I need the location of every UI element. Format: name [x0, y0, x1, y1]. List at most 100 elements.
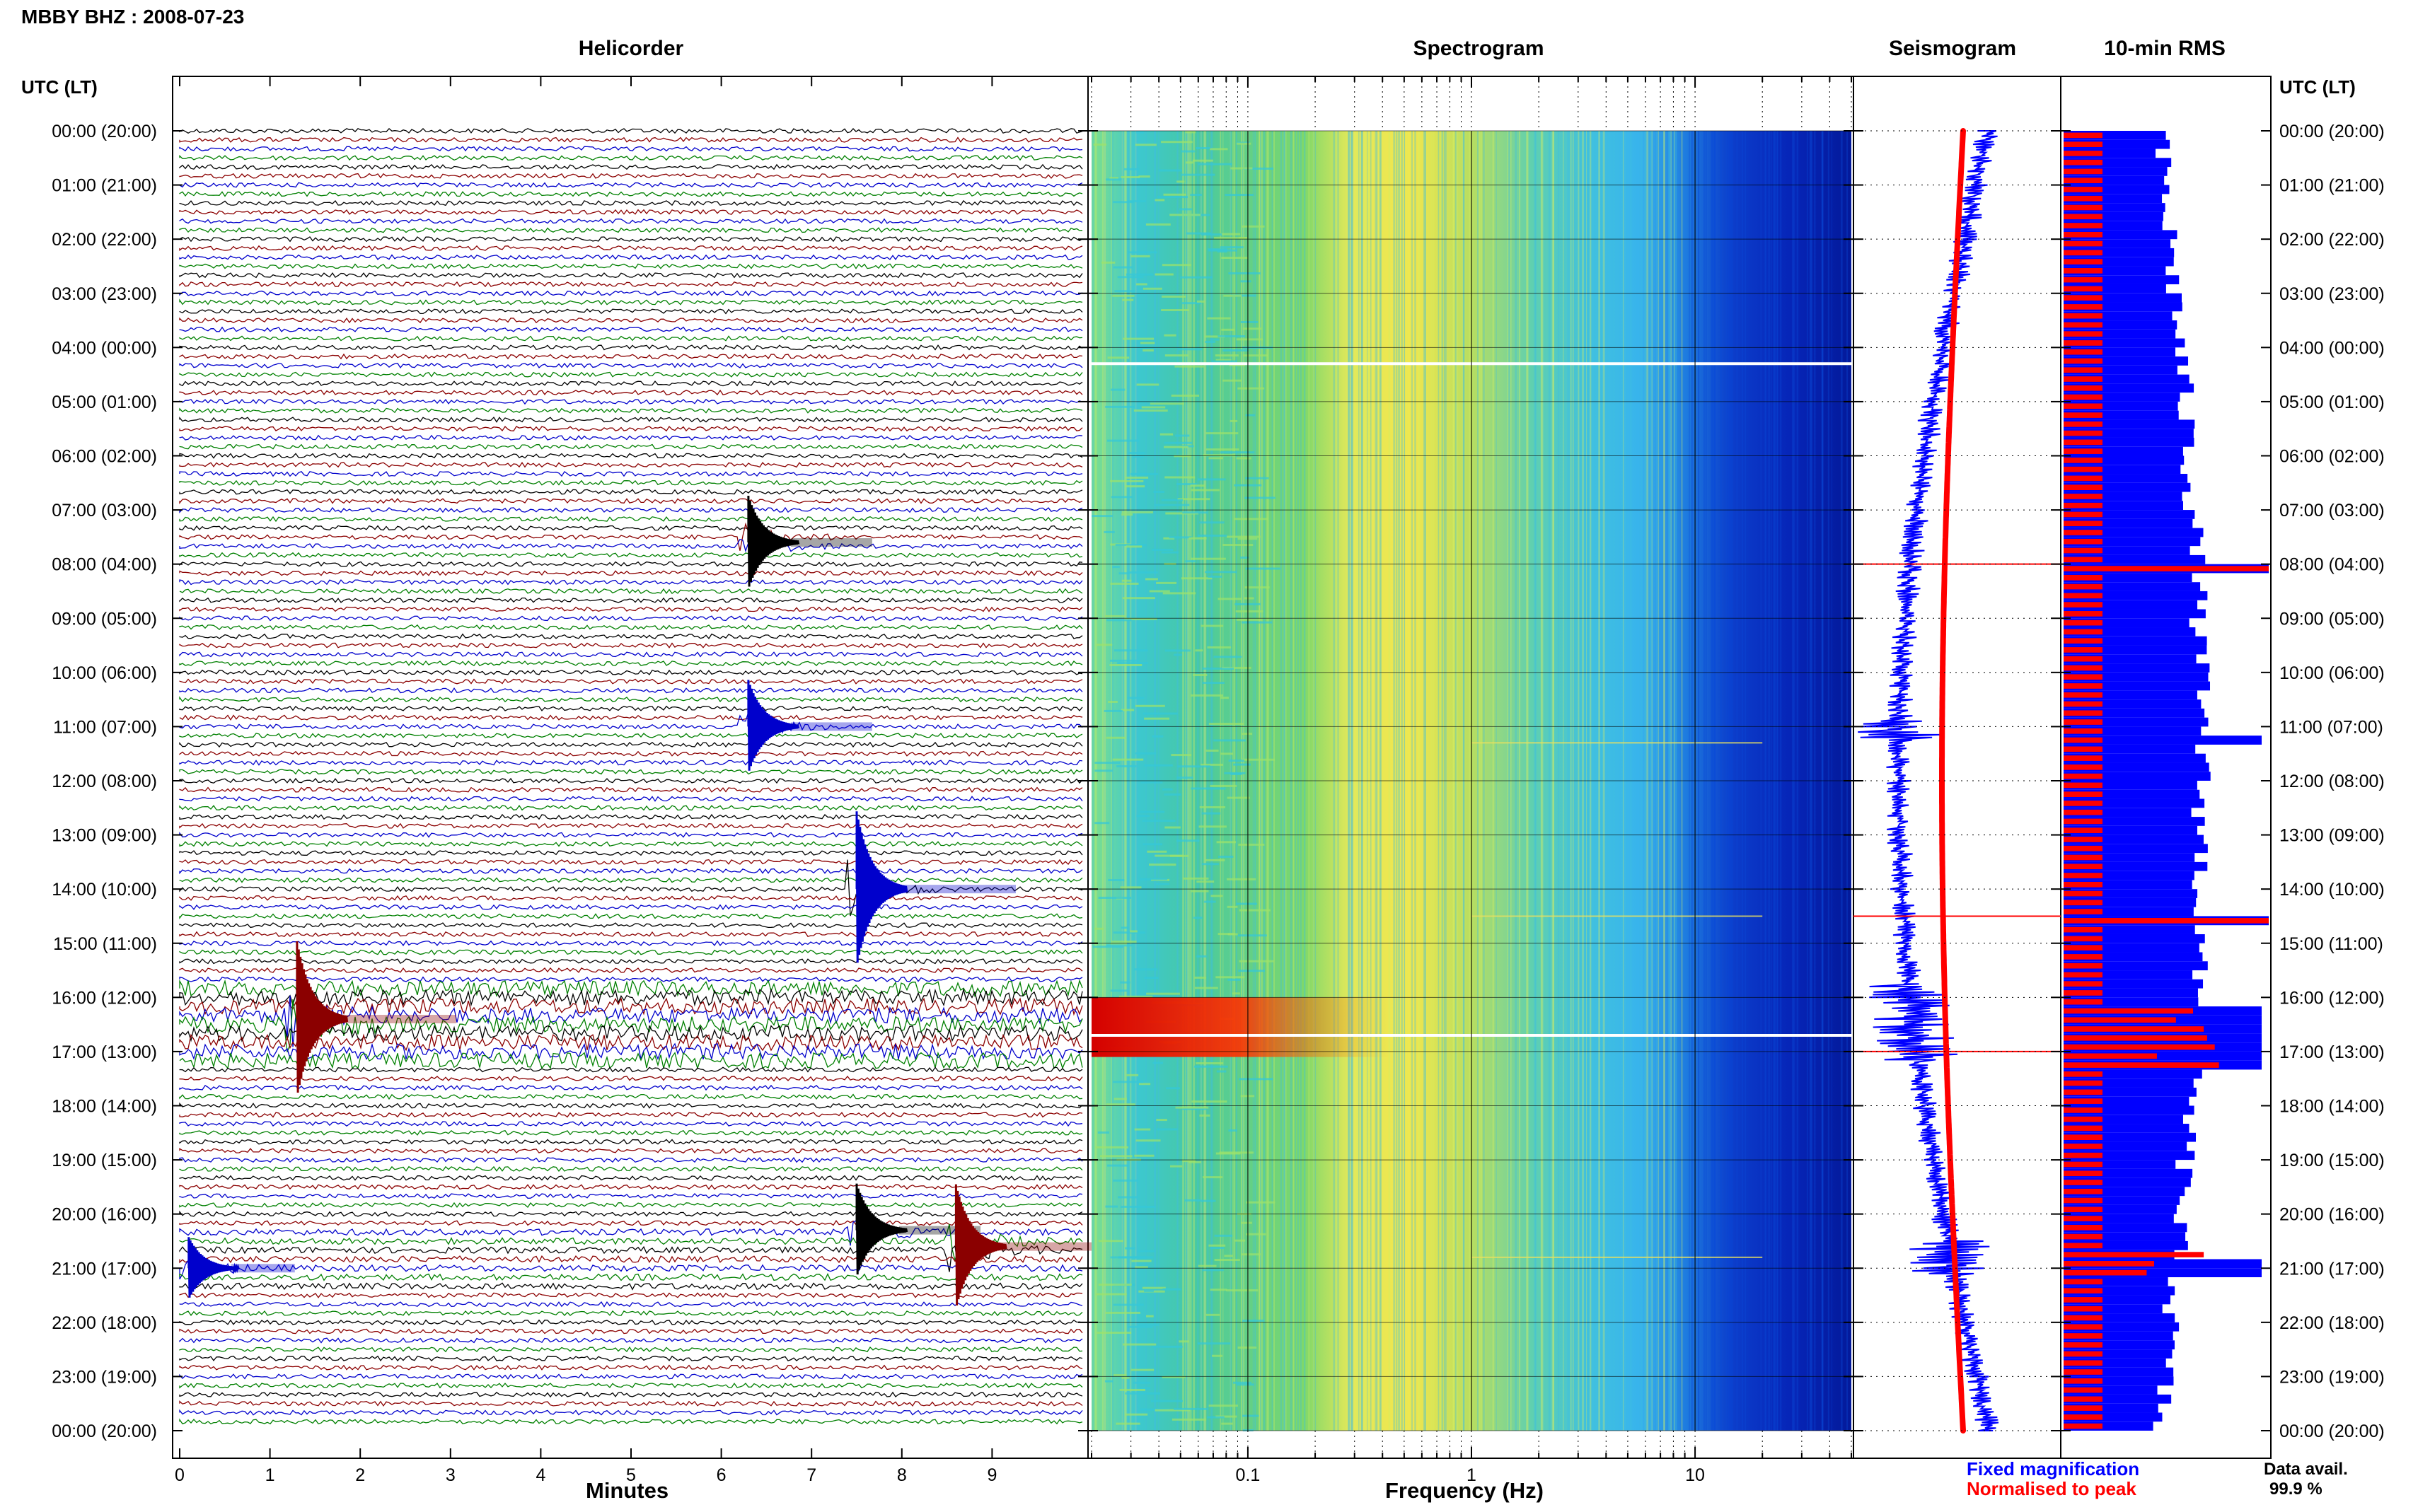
helicorder-trace — [179, 651, 1083, 658]
spectrogram-cell — [1237, 934, 1267, 937]
rms-bar-normalised — [2064, 900, 2102, 906]
spectrogram-cell — [1217, 855, 1234, 858]
spectrogram-cell — [1234, 518, 1268, 521]
rms-bar-normalised — [2064, 1224, 2102, 1231]
rms-bar-normalised — [2064, 1035, 2207, 1041]
spectrogram-cell — [1130, 472, 1158, 475]
spectrogram-cell — [1143, 287, 1162, 290]
helicorder-trace — [179, 1328, 1083, 1334]
helicorder-trace — [179, 1148, 1083, 1154]
spectrogram-cell — [1221, 1422, 1233, 1425]
spectrogram-cell — [1169, 854, 1188, 857]
rms-bar-normalised — [2064, 1423, 2102, 1429]
spectrogram-cell — [1155, 854, 1184, 857]
spectrogram-cell — [1155, 273, 1174, 276]
rms-bar-normalised — [2064, 1233, 2102, 1240]
helicorder-trace — [179, 588, 1083, 595]
rms-bar-normalised — [2064, 1324, 2102, 1330]
spectrogram-cell — [1215, 1152, 1241, 1155]
spectrogram-cell — [1162, 295, 1186, 298]
spectrogram-cell — [1232, 1381, 1252, 1384]
spectrogram-cell — [1191, 557, 1226, 560]
rms-bar-normalised — [2064, 331, 2102, 337]
helicorder-trace — [179, 371, 1083, 378]
spectrogram-cell — [1169, 536, 1192, 539]
spectrogram-cell — [1244, 496, 1275, 499]
spectrogram-cell — [1164, 826, 1181, 829]
spectrogram-cell — [1172, 1418, 1207, 1421]
spectrogram-cell — [1098, 1240, 1124, 1243]
spectrogram-cell — [1143, 843, 1163, 846]
spectrogram-cell — [1181, 302, 1202, 305]
spectrogram-cell — [1118, 1196, 1138, 1199]
spectrogram-cell — [1133, 1381, 1150, 1384]
spectrogram-cell — [1241, 1253, 1261, 1256]
spectrogram-cell — [1228, 272, 1261, 275]
helicorder-event-coda — [790, 722, 872, 731]
spectrogram-cell — [1125, 1413, 1148, 1416]
rms-bar-normalised — [2064, 1098, 2102, 1104]
time-tick-right: 05:00 (01:00) — [2279, 392, 2385, 412]
helicorder-trace — [179, 281, 1083, 288]
rms-bar-normalised — [2064, 231, 2102, 238]
spectrogram-cell — [1216, 1070, 1227, 1073]
rms-bar-normalised — [2064, 259, 2102, 264]
helicorder-trace — [179, 426, 1083, 432]
legend-normalised-to-peak: Normalised to peak — [1967, 1478, 2136, 1499]
rms-frame — [2060, 76, 2272, 1459]
helicorder-trace — [179, 298, 1083, 306]
rms-bar-normalised — [2064, 240, 2102, 247]
rms-bar-normalised — [2064, 530, 2102, 535]
time-tick-left: 06:00 (02:00) — [52, 447, 157, 467]
helicorder-trace — [179, 967, 1083, 974]
rms-bar-normalised — [2064, 1405, 2102, 1411]
spectrogram-cell — [1095, 1293, 1127, 1296]
spectrogram-cell — [1220, 451, 1255, 454]
time-tick-left: 13:00 (09:00) — [52, 826, 157, 846]
time-tick-left: 00:00 (20:00) — [52, 1421, 157, 1441]
helicorder-traces — [179, 127, 1098, 1425]
spectrogram-cell — [1164, 441, 1193, 444]
minute-tick-label: 3 — [446, 1465, 456, 1485]
time-tick-left: 08:00 (04:00) — [52, 555, 157, 575]
spectrogram-cell — [1094, 769, 1113, 772]
rms-bar-normalised — [2064, 909, 2102, 914]
spectrogram-cell — [1162, 1376, 1186, 1378]
spectrogram-cell — [1196, 147, 1210, 150]
spectrogram-cell — [1104, 1380, 1113, 1383]
spectrogram-cell — [1134, 1128, 1151, 1131]
spectrogram-cell — [1214, 237, 1247, 240]
spectrogram-cell — [1184, 1199, 1201, 1202]
rms-bar-normalised — [2064, 854, 2102, 861]
spectrogram-cell — [1227, 535, 1261, 538]
time-tick-left: 01:00 (21:00) — [52, 176, 157, 196]
rms-bar-normalised — [2064, 195, 2102, 202]
spectrogram-cell — [1121, 1376, 1130, 1379]
helicorder-trace — [179, 741, 1083, 748]
spectrogram-cell — [1235, 610, 1263, 613]
helicorder-trace — [179, 1382, 1083, 1389]
spectrogram-cell — [1121, 513, 1133, 516]
spectrogram-cell — [1104, 530, 1115, 533]
spectrogram-cell — [1215, 1415, 1237, 1418]
rms-bar-normalised — [2064, 1017, 2176, 1023]
helicorder-trace — [179, 344, 1083, 351]
time-tick-right: 07:00 (03:00) — [2279, 501, 2385, 521]
helicorder-trace — [179, 769, 1083, 775]
time-tick-left: 02:00 (22:00) — [52, 230, 157, 250]
spectrogram-cell — [1188, 1161, 1201, 1163]
helicorder-trace — [179, 777, 1083, 784]
helicorder-x-axis-title: Minutes — [586, 1478, 669, 1503]
time-tick-left: 16:00 (12:00) — [52, 988, 157, 1008]
time-tick-left: 00:00 (20:00) — [52, 122, 157, 141]
spectrogram-cell — [1154, 504, 1190, 506]
spectrogram-cell — [1113, 1098, 1127, 1100]
helicorder-trace — [179, 1255, 1083, 1264]
spectrogram-cell — [1116, 1422, 1140, 1425]
spectrogram-cell — [1162, 1288, 1181, 1291]
spectrogram-cell — [1228, 760, 1244, 762]
spectrogram-cell — [1143, 349, 1154, 352]
rms-bar-normalised — [2064, 1152, 2102, 1158]
helicorder-event-coda — [231, 1264, 295, 1273]
